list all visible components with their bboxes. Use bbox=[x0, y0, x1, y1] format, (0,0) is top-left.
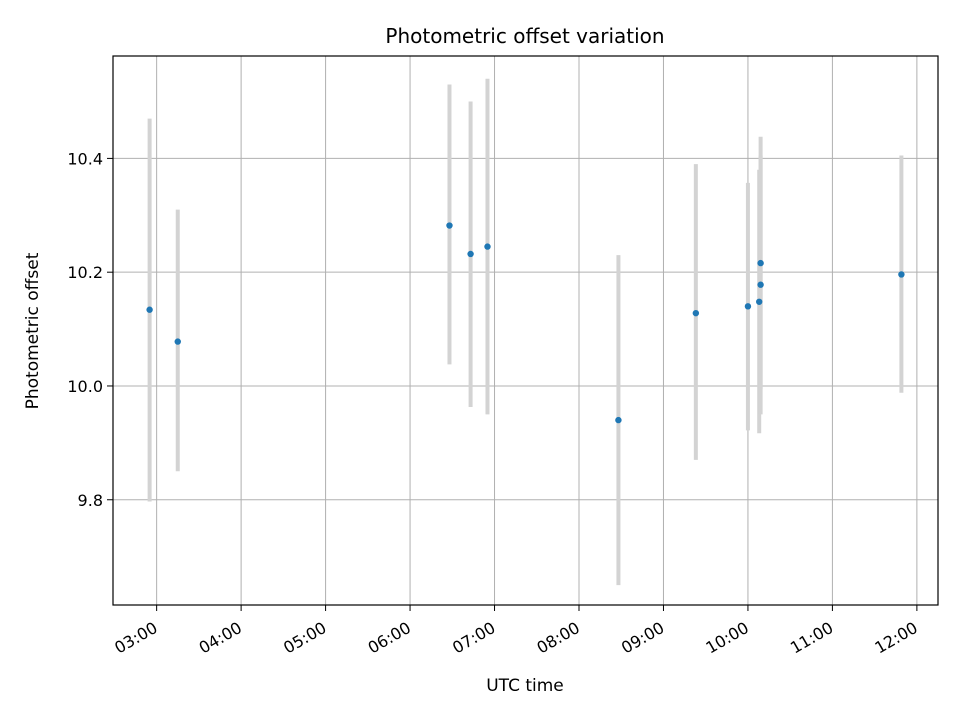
grid bbox=[113, 56, 938, 605]
x-tick-label: 03:00 bbox=[111, 618, 160, 658]
data-point bbox=[615, 416, 622, 424]
data-points bbox=[146, 222, 905, 424]
plot-frame bbox=[112, 55, 939, 606]
x-axis-ticks: 03:00 04:00 05:00 06:00 07:00 08:00 09:00 10:00… bbox=[111, 605, 921, 658]
y-tick-label: 10.4 bbox=[67, 149, 103, 168]
y-tick-label: 9.8 bbox=[78, 491, 103, 510]
x-axis-label: UTC time bbox=[486, 676, 564, 696]
data-point bbox=[467, 250, 474, 258]
data-point bbox=[757, 281, 764, 288]
y-axis-ticks: 9.8 10.0 10.2 10.4 bbox=[67, 149, 113, 510]
x-tick-label: 08:00 bbox=[534, 618, 583, 658]
x-tick-label: 10:00 bbox=[703, 618, 752, 658]
x-tick-label: 09:00 bbox=[618, 618, 667, 658]
data-point bbox=[756, 298, 763, 305]
y-axis-label: Photometric offset bbox=[23, 252, 43, 409]
x-tick-label: 05:00 bbox=[280, 618, 329, 658]
data-point bbox=[757, 259, 764, 267]
x-tick-label: 04:00 bbox=[196, 618, 245, 658]
error-bars bbox=[147, 78, 904, 586]
data-point bbox=[744, 303, 752, 310]
data-point bbox=[446, 222, 453, 229]
data-point bbox=[484, 243, 491, 250]
x-tick-label: 07:00 bbox=[449, 618, 498, 658]
x-tick-label: 11:00 bbox=[787, 618, 836, 658]
data-point bbox=[174, 338, 181, 345]
data-point bbox=[692, 309, 700, 317]
y-tick-label: 10.0 bbox=[67, 377, 103, 396]
y-tick-label: 10.2 bbox=[67, 263, 103, 282]
x-tick-label: 12:00 bbox=[871, 618, 920, 658]
data-point bbox=[146, 306, 153, 313]
x-tick-label: 06:00 bbox=[365, 618, 414, 658]
data-point bbox=[898, 271, 905, 278]
chart-title: Photometric offset variation bbox=[385, 24, 664, 48]
